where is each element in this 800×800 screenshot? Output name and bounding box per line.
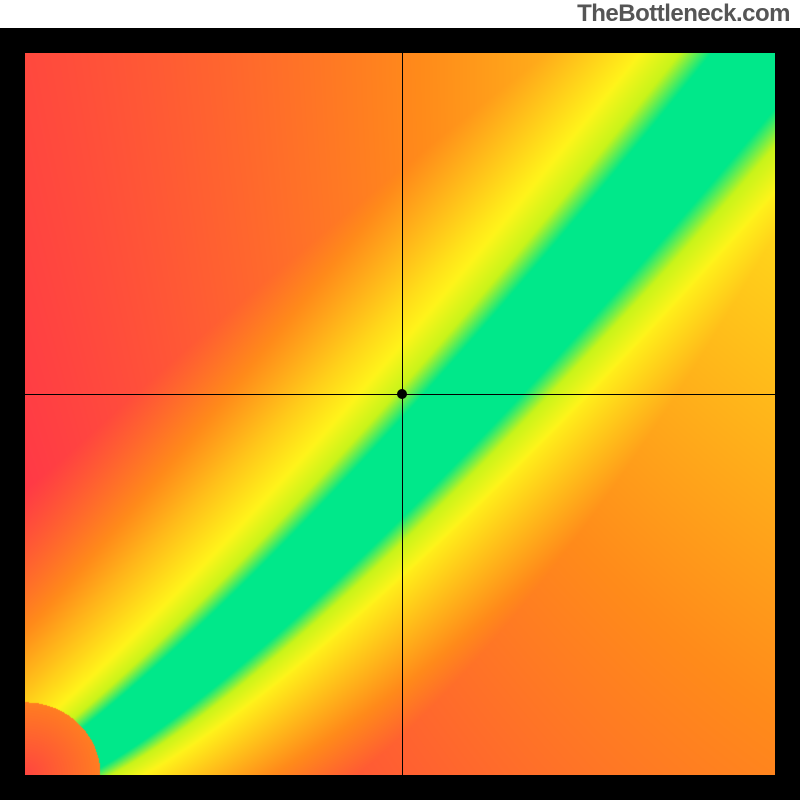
chart-outer-frame [0,28,800,800]
crosshair-vertical [402,53,403,775]
watermark-text: TheBottleneck.com [577,0,790,28]
heatmap-plot [25,53,775,775]
crosshair-marker [397,389,407,399]
heatmap-canvas [25,53,775,775]
